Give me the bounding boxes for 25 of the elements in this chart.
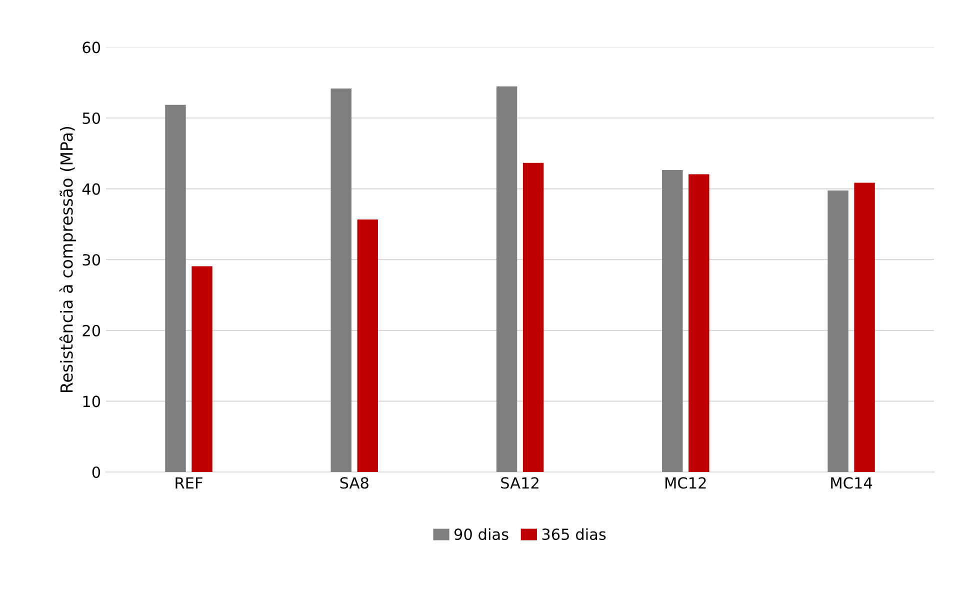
x-tick-label: MC12	[666, 477, 706, 489]
bar	[688, 174, 710, 472]
bar	[330, 88, 352, 472]
y-tick-label: 20	[82, 324, 100, 336]
bar	[522, 162, 544, 472]
bar	[854, 182, 875, 472]
bar	[662, 170, 683, 472]
bar	[165, 104, 186, 472]
bar	[496, 86, 518, 472]
bar	[192, 266, 212, 472]
x-tick-label: SA12	[501, 477, 538, 489]
y-tick-label: 60	[82, 42, 100, 54]
y-tick-label: 30	[82, 254, 100, 266]
y-tick-label: 0	[92, 466, 100, 478]
x-tick-label: SA8	[340, 477, 368, 489]
x-tick-label: REF	[176, 477, 202, 488]
y-tick-label: 40	[82, 183, 100, 195]
y-tick-label: 10	[83, 396, 100, 408]
legend-label: 90 dias	[454, 528, 508, 540]
y-axis-title: Resistência à compressão (MPa)	[59, 126, 76, 392]
bar	[357, 220, 378, 472]
x-tick-label: MC14	[831, 477, 872, 489]
y-tick-label: 50	[82, 112, 100, 124]
bar	[828, 190, 848, 472]
legend-label: 365 dias	[542, 528, 606, 540]
